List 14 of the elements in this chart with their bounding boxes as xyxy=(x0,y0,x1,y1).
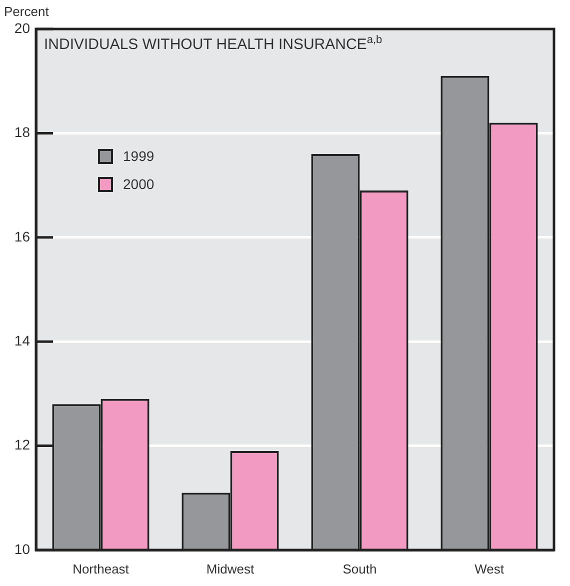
x-tick-label: Midwest xyxy=(206,561,254,576)
x-tick-label: West xyxy=(474,561,504,576)
y-tick-label: 10 xyxy=(14,540,30,557)
y-tick-label: 16 xyxy=(14,228,30,244)
chart-title: INDIVIDUALS WITHOUT HEALTH INSURANCE$^{a,b}$ xyxy=(44,34,382,53)
x-tick-label: Northeast xyxy=(72,561,130,576)
legend-label: 2000 xyxy=(123,176,154,192)
x-tick-label: South xyxy=(342,561,377,576)
y-tick-label: 14 xyxy=(14,332,30,348)
y-tick-label: 20 xyxy=(14,20,30,36)
y-tick-label: 18 xyxy=(14,124,30,140)
y-axis-title: Percent xyxy=(4,4,49,19)
y-tick-label: 12 xyxy=(14,436,30,453)
legend-label: 1999 xyxy=(123,148,154,164)
